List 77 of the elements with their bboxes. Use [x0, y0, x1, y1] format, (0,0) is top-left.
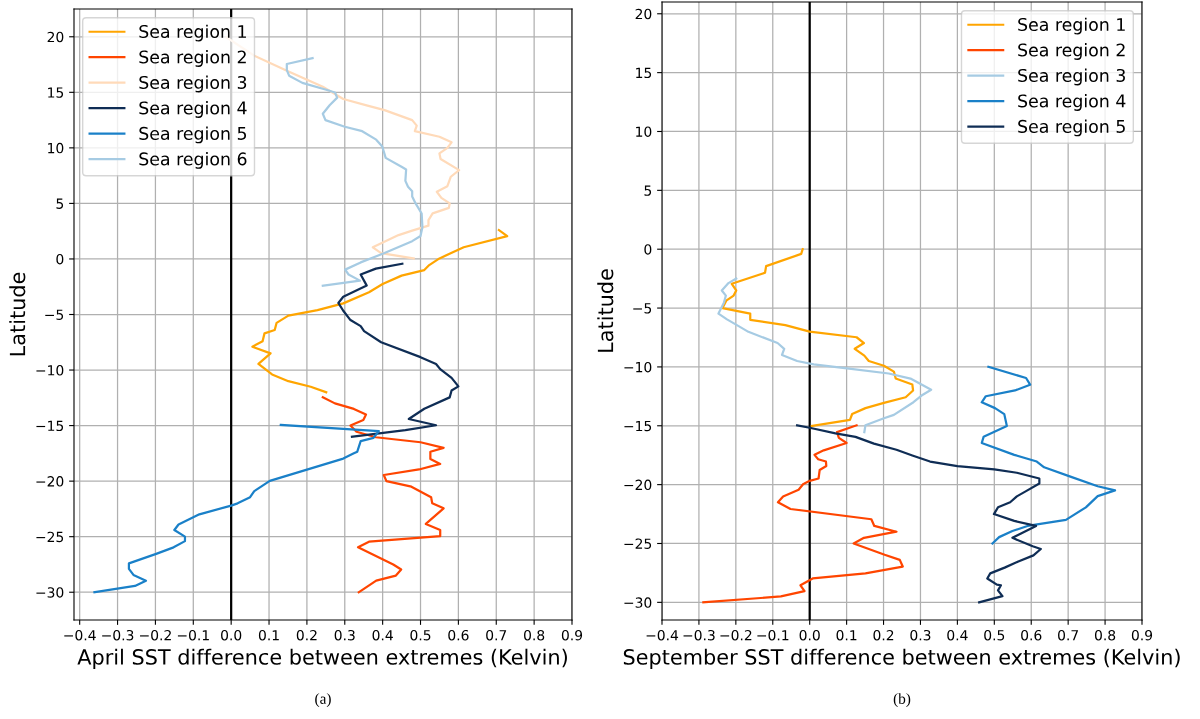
- line-series: [251, 228, 509, 394]
- x-tick-label: 0.2: [296, 629, 317, 641]
- x-tick-label: 0.7: [1058, 629, 1079, 641]
- line-series: [285, 56, 424, 287]
- line-series: [980, 365, 1117, 545]
- y-tick-label: −5: [45, 309, 64, 320]
- y-tick-label: 15: [48, 87, 64, 98]
- x-tick-label: 0.8: [1094, 629, 1116, 641]
- y-tick-label: −20: [624, 479, 652, 491]
- y-tick-label: −15: [624, 420, 652, 432]
- legend-label: Sea region 2: [139, 50, 246, 67]
- x-tick-label: 0.7: [486, 629, 507, 641]
- line-series: [93, 423, 380, 594]
- x-tick-label: 0.9: [561, 629, 583, 641]
- legend-label: Sea region 5: [139, 126, 247, 144]
- x-tick-label: 0.5: [410, 629, 431, 641]
- y-tick-label: 0: [644, 244, 652, 255]
- x-tick-label: 0.1: [836, 629, 857, 641]
- x-tick-label: 0.5: [984, 629, 1005, 641]
- x-tick-label: −0.4: [64, 629, 96, 641]
- line-series: [717, 277, 933, 434]
- y-tick-label: −10: [36, 365, 64, 376]
- y-tick-label: 20: [635, 8, 652, 20]
- x-tick-label: −0.1: [177, 629, 209, 641]
- y-tick-label: −25: [624, 538, 652, 549]
- y-axis-title: Latitude: [9, 272, 26, 356]
- y-tick-label: 20: [47, 31, 64, 43]
- y-tick-label: 0: [56, 253, 64, 265]
- line-series: [337, 262, 460, 438]
- x-tick-label: −0.1: [757, 629, 789, 641]
- x-axis-title: April SST difference between extremes (Kelvin): [77, 648, 567, 669]
- y-tick-label: −10: [624, 361, 652, 373]
- legend-label: Sea region 4: [1018, 94, 1126, 111]
- x-tick-label: −0.4: [646, 629, 679, 641]
- text: (a): [315, 693, 331, 707]
- x-tick-label: 0.0: [221, 629, 242, 641]
- y-tick-label: −15: [36, 420, 64, 432]
- legend-label: Sea region 3: [139, 75, 247, 93]
- line-series: [721, 248, 915, 428]
- x-tick-label: 0.2: [873, 629, 894, 641]
- x-tick-label: −0.2: [720, 629, 752, 641]
- x-tick-label: 0.8: [524, 629, 545, 641]
- x-tick-label: 0.4: [947, 629, 968, 641]
- y-tick-label: −30: [624, 597, 652, 608]
- legend-label: Sea region 1: [139, 24, 246, 42]
- x-tick-label: −0.2: [140, 629, 171, 641]
- x-tick-label: −0.3: [683, 629, 715, 641]
- text: (b): [893, 693, 911, 707]
- y-tick-label: 5: [644, 185, 652, 196]
- line-series: [702, 424, 904, 604]
- legend-label: Sea region 1: [1018, 17, 1125, 35]
- y-tick-label: −30: [36, 587, 64, 598]
- y-tick-label: −25: [36, 531, 64, 543]
- y-tick-label: 10: [636, 126, 652, 137]
- y-tick-label: −20: [36, 476, 64, 487]
- x-tick-label: 0.1: [258, 629, 279, 641]
- x-axis-title: September SST difference between extremes (Kelvin): [623, 648, 1180, 669]
- x-tick-label: 0.9: [1131, 629, 1153, 641]
- x-tick-label: 0.6: [1021, 629, 1042, 641]
- line-series: [796, 424, 1042, 604]
- y-tick-label: −5: [633, 303, 652, 314]
- y-tick-label: 10: [48, 142, 64, 154]
- legend-label: Sea region 2: [1018, 43, 1125, 60]
- x-tick-label: −0.3: [102, 629, 134, 641]
- y-tick-label: 15: [636, 67, 652, 79]
- legend-label: Sea region 5: [1018, 119, 1125, 137]
- x-tick-label: 0.6: [448, 629, 469, 641]
- legend-label: Sea region 6: [139, 152, 247, 169]
- x-tick-label: 0.4: [372, 629, 393, 641]
- x-tick-label: 0.3: [910, 629, 931, 641]
- line-series: [321, 396, 445, 594]
- x-tick-label: 0.3: [334, 629, 355, 641]
- y-axis-title: Latitude: [597, 269, 614, 352]
- y-tick-label: 5: [56, 198, 64, 209]
- x-tick-label: 0.0: [799, 629, 820, 641]
- legend-label: Sea region 3: [1018, 68, 1125, 86]
- legend-label: Sea region 4: [139, 101, 247, 118]
